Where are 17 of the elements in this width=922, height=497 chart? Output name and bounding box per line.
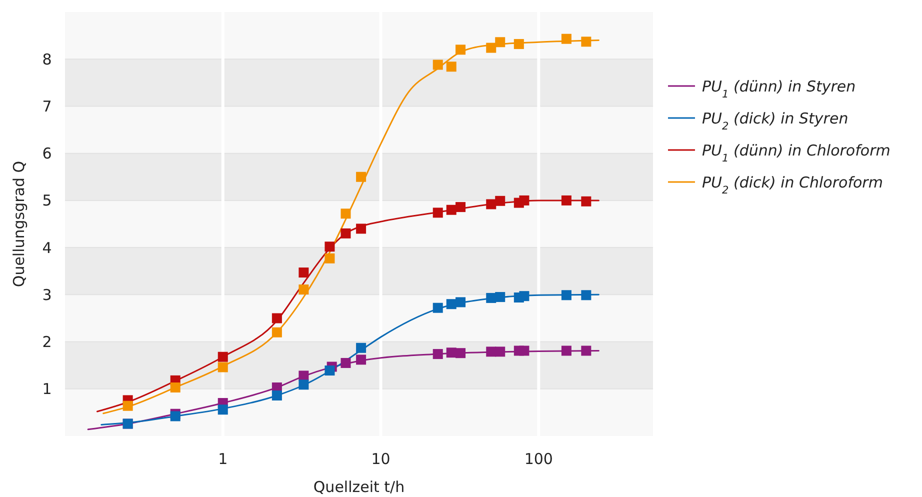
y-axis-title: Quellungsgrad Q [10, 160, 28, 288]
x-tick-label: 100 [524, 450, 553, 468]
legend-label: PU$_{2}$ (dick) in Styren [702, 109, 848, 132]
y-tick-label: 4 [42, 238, 52, 257]
y-tick-label: 6 [42, 144, 52, 163]
y-tick-label: 8 [42, 50, 52, 68]
y-tick-label: 5 [42, 192, 52, 210]
legend-label: PU$_{1}$ (dünn) in Chloroform [702, 141, 890, 164]
y-tick-label: 7 [42, 97, 52, 116]
legend-label: PU$_{1}$ (dünn) in Styren [702, 77, 856, 100]
y-tick-label: 2 [42, 333, 52, 352]
x-tick-label: 10 [371, 450, 390, 468]
legend-label: PU$_{2}$ (dick) in Chloroform [702, 173, 883, 196]
x-axis-title: Quellzeit t/h [313, 478, 405, 496]
x-tick-label: 1 [218, 450, 228, 468]
y-tick-label: 3 [42, 286, 52, 304]
y-tick-label: 1 [42, 380, 52, 398]
